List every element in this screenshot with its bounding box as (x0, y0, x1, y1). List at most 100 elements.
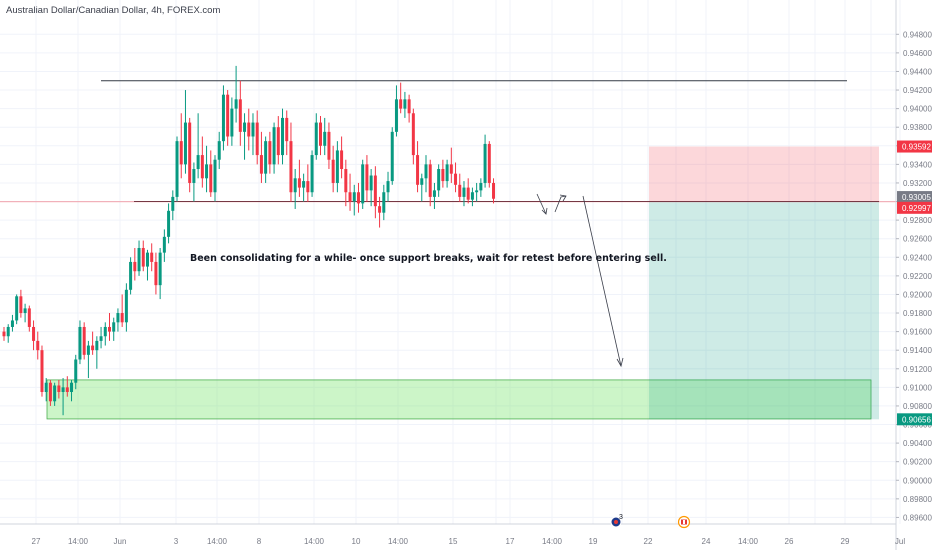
candle-body[interactable] (361, 164, 365, 204)
candle-body[interactable] (108, 326, 111, 332)
candle-body[interactable] (323, 131, 327, 146)
candle-body[interactable] (19, 296, 23, 314)
candle-body[interactable] (53, 385, 57, 402)
demand-zone[interactable] (46, 379, 872, 420)
candle-body[interactable] (327, 131, 331, 160)
candle-body[interactable] (65, 387, 69, 392)
arrow-down-target[interactable] (582, 195, 622, 367)
candle-body[interactable] (281, 117, 285, 156)
candle-body[interactable] (44, 382, 48, 392)
candle-body[interactable] (247, 122, 251, 137)
candle-body[interactable] (158, 252, 162, 286)
candle-body[interactable] (432, 190, 436, 197)
candle-body[interactable] (217, 141, 221, 160)
candle-body[interactable] (475, 190, 479, 193)
candle-body[interactable] (492, 182, 496, 199)
candle-body[interactable] (420, 178, 424, 185)
candle-body[interactable] (416, 155, 420, 185)
candle-body[interactable] (103, 326, 107, 337)
candle-body[interactable] (390, 131, 394, 182)
candle-body[interactable] (276, 127, 280, 156)
candle-body[interactable] (91, 345, 95, 351)
candle-body[interactable] (15, 296, 19, 321)
candle-body[interactable] (99, 336, 103, 341)
candle-body[interactable] (129, 261, 133, 290)
candle-body[interactable] (226, 94, 230, 137)
candle-body[interactable] (306, 181, 310, 193)
candle-body[interactable] (483, 143, 487, 183)
candle-body[interactable] (259, 155, 263, 174)
candle-body[interactable] (314, 122, 318, 156)
event-badge-au[interactable]: 3 (610, 514, 623, 528)
candle-body[interactable] (196, 155, 200, 170)
candle-body[interactable] (141, 247, 145, 267)
candle-body[interactable] (352, 192, 356, 202)
candle-body[interactable] (479, 182, 483, 191)
candle-body[interactable] (200, 155, 204, 179)
candle-body[interactable] (175, 141, 179, 197)
take-profit-zone[interactable] (649, 201, 879, 420)
candle-body[interactable] (285, 117, 289, 142)
candle-body[interactable] (449, 164, 453, 174)
candle-body[interactable] (293, 178, 297, 193)
candle-body[interactable] (251, 122, 255, 137)
candle-body[interactable] (403, 99, 407, 109)
candle-body[interactable] (183, 122, 187, 165)
candle-body[interactable] (428, 164, 432, 197)
candle-body[interactable] (470, 192, 474, 200)
candle-body[interactable] (348, 192, 352, 202)
candle-body[interactable] (399, 99, 403, 109)
candle-body[interactable] (70, 382, 74, 392)
candle-body[interactable] (289, 141, 293, 193)
candle-body[interactable] (255, 122, 259, 156)
candle-body[interactable] (462, 187, 466, 197)
candle-body[interactable] (445, 164, 449, 182)
candle-body[interactable] (40, 350, 44, 392)
candle-body[interactable] (112, 322, 116, 332)
candle-body[interactable] (205, 164, 209, 179)
candle-body[interactable] (145, 252, 149, 267)
candle-body[interactable] (272, 127, 276, 165)
candle-body[interactable] (6, 326, 10, 337)
candle-body[interactable] (213, 159, 217, 193)
candle-body[interactable] (82, 326, 86, 355)
candle-body[interactable] (466, 187, 470, 200)
candle-body[interactable] (10, 320, 14, 327)
candle-body[interactable] (378, 206, 382, 213)
candle-body[interactable] (243, 122, 247, 132)
candle-body[interactable] (61, 387, 65, 392)
candle-body[interactable] (454, 173, 458, 185)
candle-body[interactable] (32, 326, 36, 341)
candle-body[interactable] (2, 331, 6, 337)
candle-body[interactable] (268, 141, 272, 165)
candle-body[interactable] (441, 169, 445, 182)
candle-body[interactable] (365, 164, 369, 191)
candle-body[interactable] (133, 261, 137, 272)
candle-body[interactable] (238, 99, 242, 132)
candle-body[interactable] (407, 99, 411, 114)
candle-body[interactable] (209, 164, 213, 193)
candle-body[interactable] (48, 382, 52, 402)
candle-body[interactable] (382, 192, 386, 213)
candle-body[interactable] (356, 192, 360, 204)
candle-body[interactable] (57, 385, 61, 392)
candle-body[interactable] (78, 326, 82, 360)
candle-body[interactable] (297, 178, 301, 188)
candle-body[interactable] (424, 164, 428, 179)
candle-body[interactable] (458, 184, 462, 197)
candle-body[interactable] (23, 308, 27, 314)
candle-body[interactable] (230, 108, 234, 137)
candle-body[interactable] (331, 159, 335, 183)
candle-body[interactable] (264, 141, 268, 174)
candle-body[interactable] (95, 340, 99, 351)
candle-body[interactable] (179, 141, 183, 165)
event-badge-ca[interactable] (677, 515, 691, 529)
candle-body[interactable] (234, 99, 238, 109)
candle-body[interactable] (335, 150, 339, 183)
arrow-down-1[interactable] (536, 193, 547, 215)
candle-body[interactable] (344, 169, 348, 193)
candle-body[interactable] (386, 181, 390, 193)
candle-body[interactable] (411, 113, 415, 156)
candle-body[interactable] (150, 252, 154, 262)
